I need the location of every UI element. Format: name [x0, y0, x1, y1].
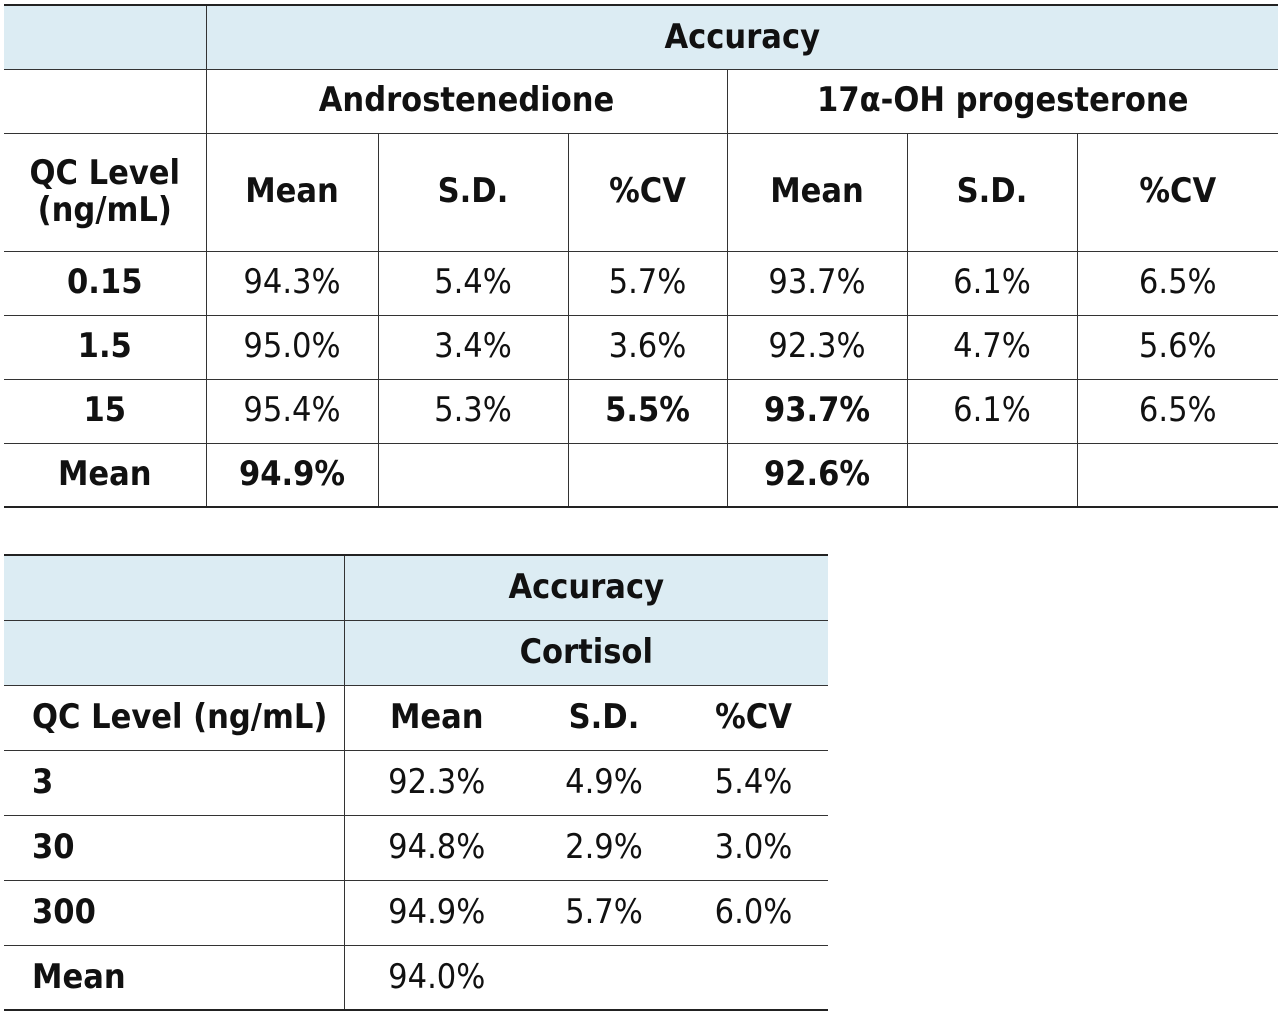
column-header-cv: %CV [1077, 133, 1279, 252]
value-cell: 3.6% [568, 315, 728, 380]
empty-header-cell [4, 69, 207, 134]
column-header-mean: Mean [727, 133, 908, 252]
column-header-cv: %CV [568, 133, 728, 252]
empty-corner-cell [4, 4, 207, 70]
qc-level-cell: 30 [4, 815, 345, 881]
value-cell: 6.5% [1077, 251, 1279, 316]
empty-corner-cell [4, 554, 345, 621]
qc-level-cell: 3 [4, 750, 345, 816]
table-row: 30 94.8% 2.9% 3.0% [4, 815, 829, 881]
value-cell: 5.5% [568, 379, 728, 444]
qc-level-header: QC Level (ng/mL) [4, 133, 207, 252]
value-cell: 95.0% [206, 315, 379, 380]
column-header-cv: %CV [679, 685, 829, 751]
value-cell: 93.7% [727, 251, 908, 316]
qc-level-header: QC Level (ng/mL) [4, 685, 345, 751]
table-row: 15 95.4% 5.3% 5.5% 93.7% 6.1% 6.5% [4, 379, 1279, 444]
value-cell: 6.1% [907, 251, 1078, 316]
accuracy-group-header: Accuracy [206, 4, 1279, 70]
mean-row: Mean 94.0% [4, 945, 829, 1011]
column-header-mean: Mean [344, 685, 529, 751]
accuracy-table-cortisol: Accuracy Cortisol QC Level (ng/mL) Mean … [4, 554, 829, 1011]
mean-row-label: Mean [4, 443, 207, 508]
empty-header-cell [4, 620, 345, 686]
column-header-sd: S.D. [529, 685, 679, 751]
value-cell: 5.7% [529, 880, 679, 946]
analyte-header-androstenedione: Androstenedione [206, 69, 728, 134]
qc-level-unit: (ng/mL) [37, 190, 172, 230]
accuracy-group-header: Accuracy [344, 554, 829, 621]
value-cell: 5.6% [1077, 315, 1279, 380]
value-cell: 94.8% [344, 815, 529, 881]
value-cell: 2.9% [529, 815, 679, 881]
value-cell: 5.3% [378, 379, 569, 444]
table-row: 300 94.9% 5.7% 6.0% [4, 880, 829, 946]
table-row: 0.15 94.3% 5.4% 5.7% 93.7% 6.1% 6.5% [4, 251, 1279, 316]
qc-level-label: QC Level [29, 152, 181, 193]
qc-level-cell: 300 [4, 880, 345, 946]
qc-level-cell: 15 [4, 379, 207, 444]
value-cell: 92.3% [727, 315, 908, 380]
value-cell: 6.5% [1077, 379, 1279, 444]
mean-row-label: Mean [4, 945, 345, 1011]
value-cell: 5.7% [568, 251, 728, 316]
empty-cell [529, 945, 679, 1011]
empty-cell [679, 945, 829, 1011]
qc-level-cell: 0.15 [4, 251, 207, 316]
analyte-header-cortisol: Cortisol [344, 620, 829, 686]
accuracy-table-androstenedione-ohp: Accuracy Androstenedione 17α-OH progeste… [4, 4, 1279, 508]
value-cell: 94.9% [344, 880, 529, 946]
androstenedione-overall-mean: 94.9% [206, 443, 379, 508]
column-header-sd: S.D. [907, 133, 1078, 252]
empty-cell [1077, 443, 1279, 508]
mean-row: Mean 94.9% 92.6% [4, 443, 1279, 508]
empty-cell [568, 443, 728, 508]
value-cell: 92.3% [344, 750, 529, 816]
value-cell: 3.4% [378, 315, 569, 380]
empty-cell [907, 443, 1078, 508]
value-cell: 5.4% [378, 251, 569, 316]
value-cell: 4.7% [907, 315, 1078, 380]
analyte-header-17-oh-progesterone: 17α-OH progesterone [727, 69, 1279, 134]
qc-level-cell: 1.5 [4, 315, 207, 380]
table-row: 1.5 95.0% 3.4% 3.6% 92.3% 4.7% 5.6% [4, 315, 1279, 380]
value-cell: 95.4% [206, 379, 379, 444]
column-header-mean: Mean [206, 133, 379, 252]
value-cell: 6.0% [679, 880, 829, 946]
value-cell: 4.9% [529, 750, 679, 816]
value-cell: 93.7% [727, 379, 908, 444]
cortisol-overall-mean: 94.0% [344, 945, 529, 1011]
column-header-sd: S.D. [378, 133, 569, 252]
value-cell: 5.4% [679, 750, 829, 816]
value-cell: 3.0% [679, 815, 829, 881]
value-cell: 6.1% [907, 379, 1078, 444]
value-cell: 94.3% [206, 251, 379, 316]
table-row: 3 92.3% 4.9% 5.4% [4, 750, 829, 816]
ohp-overall-mean: 92.6% [727, 443, 908, 508]
empty-cell [378, 443, 569, 508]
